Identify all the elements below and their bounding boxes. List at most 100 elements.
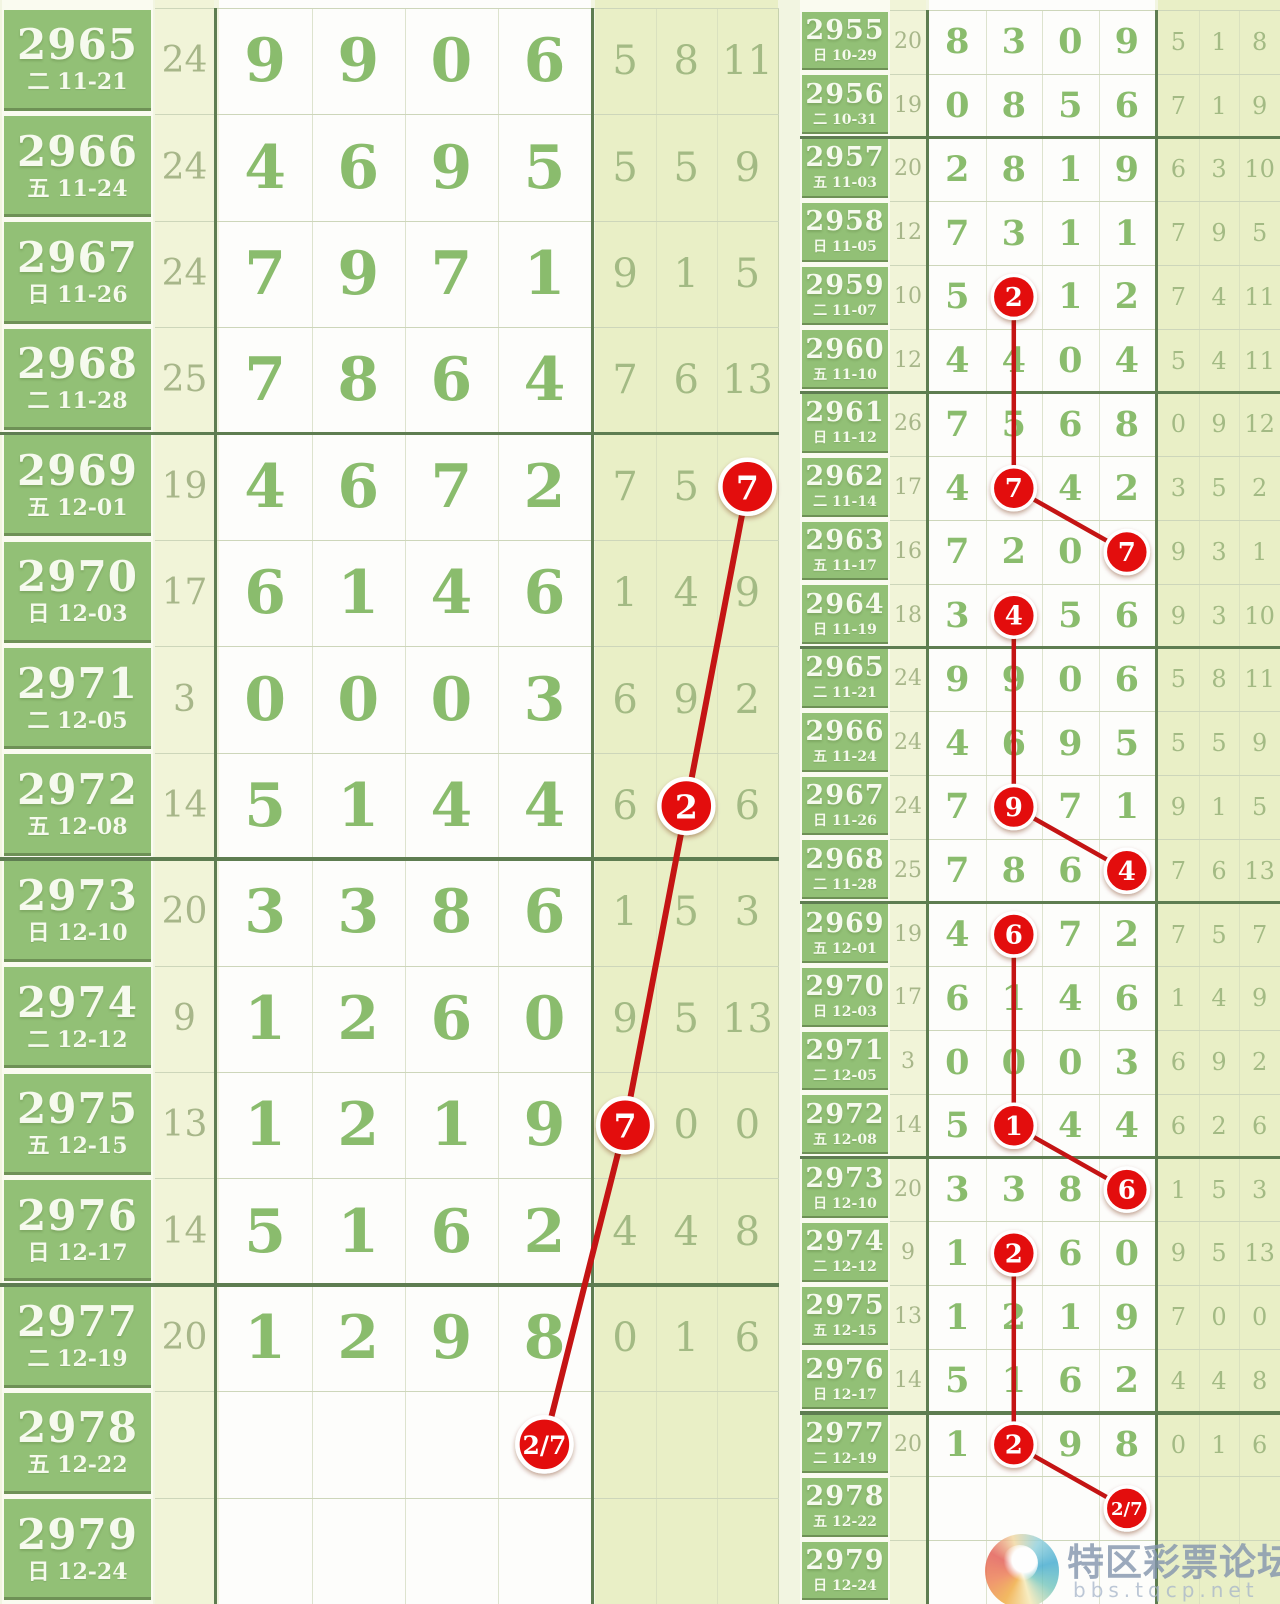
digit-cell: 0 [1058, 1041, 1083, 1083]
extra-cell: 1 [1170, 984, 1186, 1013]
sum-cell: 9 [901, 1240, 915, 1266]
grid-line [890, 10, 1280, 11]
extra-cell: 8 [673, 38, 699, 85]
extra-cell: 4 [1211, 282, 1227, 311]
digit-cell: 9 [244, 26, 286, 97]
extra-cell: 2 [734, 676, 761, 723]
extra-cell: 1 [612, 889, 638, 936]
digit-cell: 0 [1058, 531, 1083, 573]
extra-cell: 4 [673, 570, 699, 617]
issue-cell-2970: 2970 日 12-03 [4, 541, 151, 643]
digit-cell: 6 [337, 132, 380, 203]
issue-cell-2967: 2967 日 11-26 [802, 776, 888, 836]
trend-circle: 7 [1103, 528, 1151, 576]
sum-cell: 20 [161, 891, 208, 933]
digit-cell: 7 [945, 403, 970, 445]
weekday-date: 二 10-31 [813, 111, 877, 128]
digit-cell: 6 [244, 558, 286, 629]
digit-cell: 9 [1114, 148, 1139, 190]
digit-cell: 7 [945, 531, 970, 573]
weekday-date: 五 12-01 [813, 940, 877, 957]
extra-cell: 0 [734, 1102, 761, 1149]
svg-text:6: 6 [1118, 1176, 1136, 1206]
digit-cell: 5 [945, 1360, 970, 1402]
grid-line [890, 328, 1280, 330]
weekday-date: 五 12-08 [813, 1131, 877, 1148]
digit-cell: 0 [337, 664, 380, 735]
digit-cell: 4 [244, 451, 286, 522]
digit-cell: 7 [430, 451, 473, 522]
sum-cell: 20 [894, 1176, 922, 1202]
issue-number: 2975 [805, 1290, 885, 1322]
issue-cell-2973: 2973 日 12-10 [4, 860, 151, 963]
digit-cell: 6 [430, 983, 473, 1054]
sum-cell: 25 [161, 359, 208, 401]
grid-line [155, 1391, 779, 1393]
grid-line [155, 1497, 779, 1499]
digit-cell: 3 [523, 664, 566, 735]
issue-number: 2966 [17, 126, 138, 176]
weekday-date: 五 12-15 [813, 1323, 877, 1340]
digit-cell: 3 [945, 1169, 970, 1211]
grid-line [404, 8, 406, 1604]
issue-number: 2960 [805, 333, 885, 365]
extra-cell: 0 [1170, 410, 1186, 439]
extra-cell: 1 [673, 250, 699, 297]
grid-line [155, 540, 779, 541]
extra-cell: 5 [1170, 27, 1186, 56]
issue-cell-2967: 2967 日 11-26 [4, 222, 151, 324]
grid-line [890, 583, 1280, 585]
digit-cell: 2 [337, 1090, 380, 1161]
digit-cell: 9 [945, 658, 970, 700]
sum-cell: 14 [894, 1367, 922, 1393]
digit-cell: 6 [430, 345, 473, 416]
group-separator-line [0, 1283, 779, 1287]
extra-cell: 2 [1252, 474, 1268, 503]
issue-cell-2956: 2956 二 10-31 [802, 75, 888, 134]
issue-number: 2968 [805, 843, 885, 875]
issue-number: 2978 [17, 1403, 138, 1453]
sum-cell: 24 [161, 40, 208, 82]
extra-cell: 2 [1252, 1048, 1268, 1077]
issue-number: 2977 [17, 1296, 138, 1346]
grid-line [1042, 10, 1043, 1604]
issue-number: 2974 [17, 977, 138, 1027]
digit-cell: 0 [1058, 658, 1083, 700]
digit-cell: 9 [337, 26, 380, 97]
digit-cell: 6 [1114, 658, 1139, 700]
issue-number: 2974 [805, 1226, 885, 1258]
svg-text:2: 2 [1005, 1431, 1023, 1461]
extra-cell: 5 [1211, 729, 1227, 758]
weekday-date: 五 11-24 [813, 749, 877, 766]
extra-cell: 9 [1252, 91, 1268, 120]
extra-cell: 7 [1170, 856, 1186, 885]
group-separator-line [800, 1410, 1280, 1415]
issue-number: 2956 [805, 78, 885, 110]
issue-cell-2975: 2975 五 12-15 [802, 1286, 888, 1346]
svg-text:2: 2 [1005, 1239, 1023, 1269]
weekday-date: 日 11-19 [813, 621, 877, 638]
digit-cell: 2 [523, 451, 566, 522]
digit-cell: 0 [523, 983, 566, 1054]
issue-number: 2970 [805, 971, 885, 1003]
group-separator-line [0, 431, 779, 436]
digit-cell: 2 [1114, 1360, 1139, 1402]
digit-cell: 1 [337, 770, 380, 841]
grid-line [1239, 10, 1241, 1604]
grid-line [890, 1093, 1280, 1095]
digit-cell: 6 [1058, 1360, 1083, 1402]
digit-cell: 2 [523, 1196, 566, 1267]
extra-cell: 9 [1252, 729, 1268, 758]
issue-cell-2958: 2958 日 11-05 [802, 202, 888, 262]
group-separator-line [800, 900, 1280, 905]
group-separator-line [800, 135, 1280, 140]
watermark-title: 特区彩票论坛 [1067, 1541, 1280, 1584]
extra-cell: 5 [1211, 1239, 1227, 1268]
extra-cell: 1 [1170, 1175, 1186, 1204]
digit-cell: 0 [945, 1041, 970, 1083]
extra-cell: 4 [1211, 346, 1227, 375]
digit-cell: 5 [1114, 722, 1139, 764]
issue-number: 2972 [17, 764, 138, 814]
issue-number: 2963 [805, 524, 885, 556]
extra-cell: 1 [673, 1314, 699, 1361]
